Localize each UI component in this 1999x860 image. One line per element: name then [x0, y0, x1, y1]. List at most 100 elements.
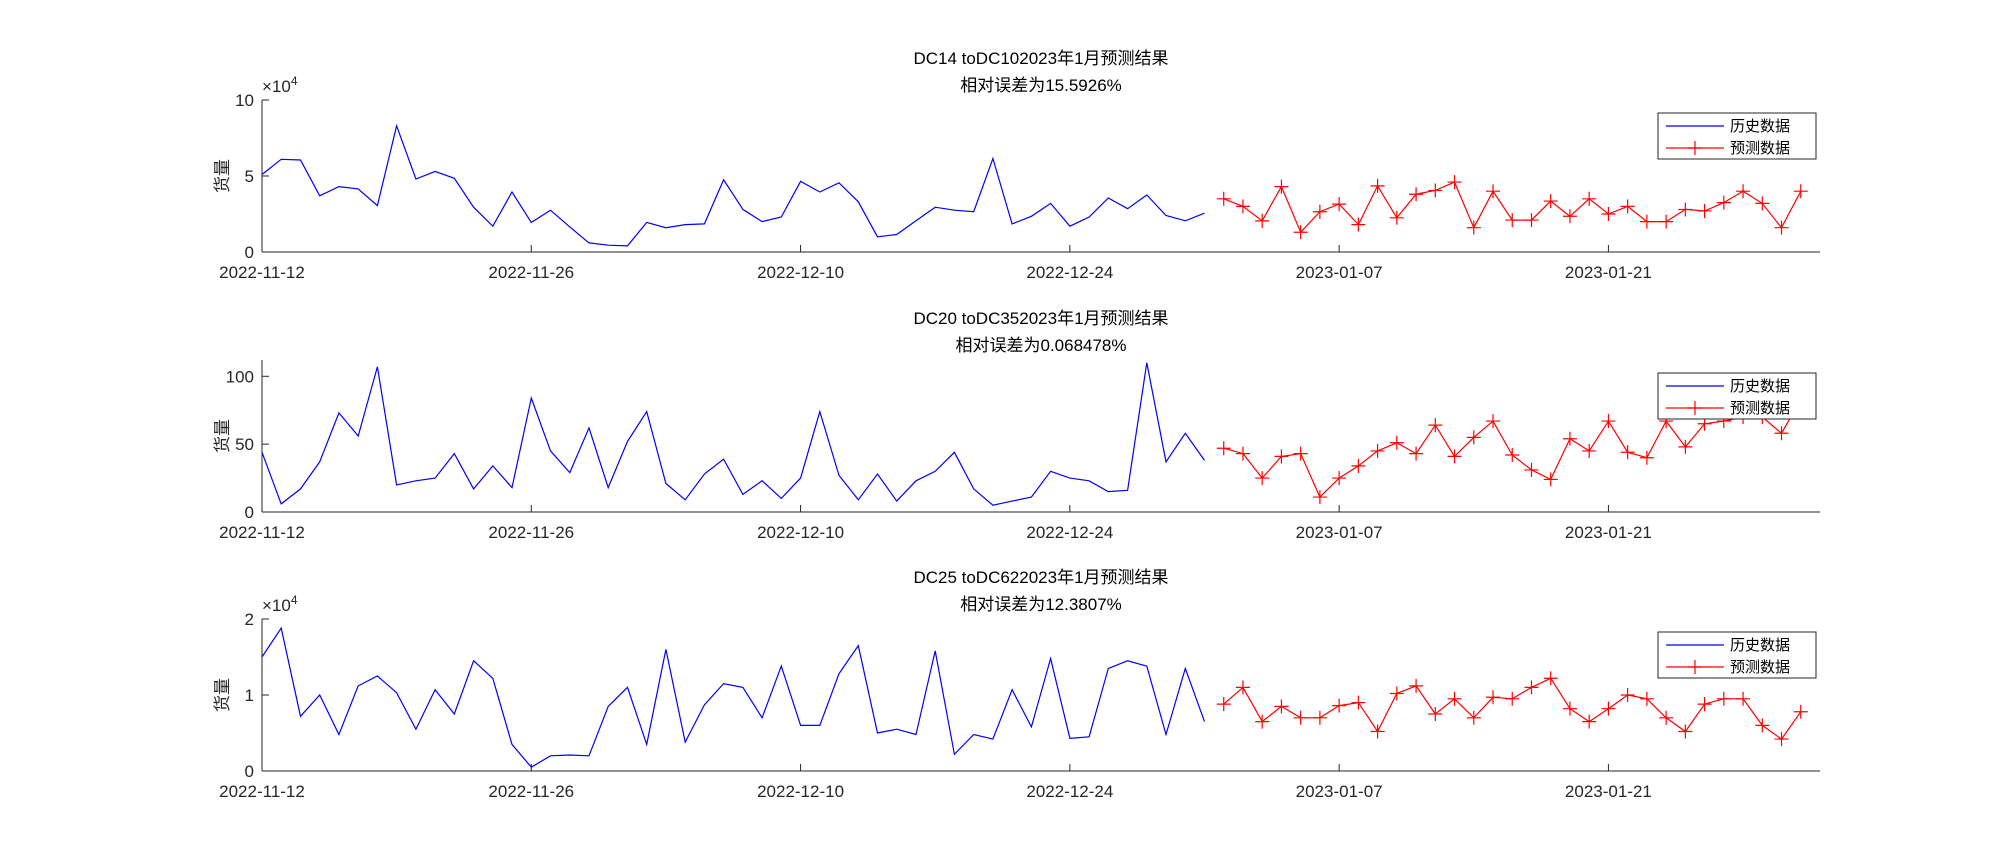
x-tick-label: 2022-11-12 [219, 523, 305, 542]
legend-label-1: 历史数据 [1730, 378, 1790, 395]
chart-subtitle: 相对误差为15.5926% [960, 76, 1122, 95]
data-point [1466, 430, 1481, 445]
legend-label-2: 预测数据 [1730, 140, 1790, 157]
data-point [1274, 699, 1289, 714]
y-exponent-label: ×104 [262, 593, 298, 615]
legend-label-2: 预测数据 [1730, 659, 1790, 676]
y-tick-label: 0 [245, 762, 254, 781]
chart-title: DC20 toDC352023年1月预测结果 [913, 309, 1168, 328]
data-point [1697, 203, 1712, 218]
data-point [1505, 691, 1520, 706]
data-point [1428, 707, 1443, 721]
series-line-1 [261, 362, 1205, 506]
data-point [1562, 431, 1577, 446]
data-point [1312, 710, 1327, 725]
data-point [1332, 698, 1347, 713]
data-point [1620, 688, 1635, 702]
data-point [1255, 471, 1270, 486]
data-point [1562, 701, 1577, 716]
data-point [1370, 724, 1385, 739]
data-point [1351, 695, 1366, 710]
data-point [1447, 691, 1462, 706]
legend-marker [1688, 401, 1702, 415]
data-point [1332, 471, 1347, 486]
data-point [1774, 732, 1789, 747]
data-point [1659, 214, 1674, 229]
data-point [1274, 449, 1289, 464]
data-point [1755, 196, 1770, 211]
data-point [1716, 691, 1731, 706]
legend-label-1: 历史数据 [1730, 118, 1790, 135]
data-point [1466, 220, 1481, 235]
series-line-1 [261, 626, 1206, 768]
data-point [1216, 441, 1231, 456]
chart-title: DC14 toDC102023年1月预测结果 [913, 49, 1168, 68]
data-point [1697, 697, 1712, 712]
x-tick-label: 2023-01-21 [1565, 782, 1652, 801]
data-point [1274, 179, 1289, 194]
x-tick-label: 2022-12-10 [757, 523, 844, 542]
data-point [1659, 710, 1674, 725]
data-point [1389, 210, 1404, 225]
data-point [1524, 462, 1539, 477]
data-point [1678, 202, 1693, 217]
data-point [1505, 213, 1520, 228]
y-tick-label: 50 [235, 435, 254, 454]
data-point [1601, 414, 1616, 429]
x-tick-label: 2023-01-07 [1296, 263, 1383, 282]
y-tick-label: 2 [245, 610, 254, 629]
data-point [1582, 443, 1597, 458]
data-point [1736, 691, 1751, 706]
data-point [1620, 445, 1635, 460]
data-point [1678, 439, 1693, 454]
x-tick-label: 2022-11-12 [219, 782, 305, 801]
data-point [1293, 710, 1308, 725]
data-point [1793, 184, 1808, 199]
data-point [1486, 414, 1501, 429]
data-point [1312, 204, 1327, 219]
data-point [1255, 213, 1270, 228]
data-point [1332, 197, 1347, 212]
data-point [1216, 697, 1231, 712]
data-point [1428, 418, 1443, 433]
y-axis-label: 货量 [213, 419, 232, 453]
y-tick-label: 0 [245, 503, 254, 522]
x-tick-label: 2022-12-10 [757, 782, 844, 801]
data-point [1389, 435, 1404, 450]
data-point [1716, 195, 1731, 210]
legend-box [1657, 631, 1817, 679]
x-tick-label: 2022-12-10 [757, 263, 844, 282]
data-point [1736, 184, 1751, 199]
data-point [1601, 701, 1616, 716]
x-tick-label: 2022-11-12 [219, 263, 305, 282]
chart-title: DC25 toDC622023年1月预测结果 [913, 568, 1168, 587]
x-tick-label: 2023-01-07 [1296, 782, 1383, 801]
data-point [1524, 213, 1539, 228]
x-tick-label: 2022-12-24 [1026, 782, 1113, 801]
series-line-2 [1223, 677, 1802, 740]
data-point [1409, 678, 1424, 693]
x-tick-label: 2023-01-21 [1565, 263, 1652, 282]
data-point [1678, 724, 1693, 739]
x-tick-label: 2022-11-26 [488, 263, 574, 282]
data-point [1755, 718, 1770, 733]
data-point [1293, 225, 1308, 240]
series-line-1 [261, 123, 1205, 247]
data-point [1466, 710, 1481, 725]
chart-subtitle: 相对误差为0.068478% [955, 336, 1126, 355]
data-point [1351, 458, 1366, 473]
legend-box [1657, 112, 1817, 160]
y-axis-label: 货量 [213, 159, 232, 193]
x-tick-label: 2022-11-26 [488, 782, 574, 801]
data-point [1312, 490, 1327, 505]
data-point [1370, 443, 1385, 458]
data-point [1582, 191, 1597, 206]
data-point [1543, 194, 1558, 209]
data-point [1351, 217, 1366, 232]
